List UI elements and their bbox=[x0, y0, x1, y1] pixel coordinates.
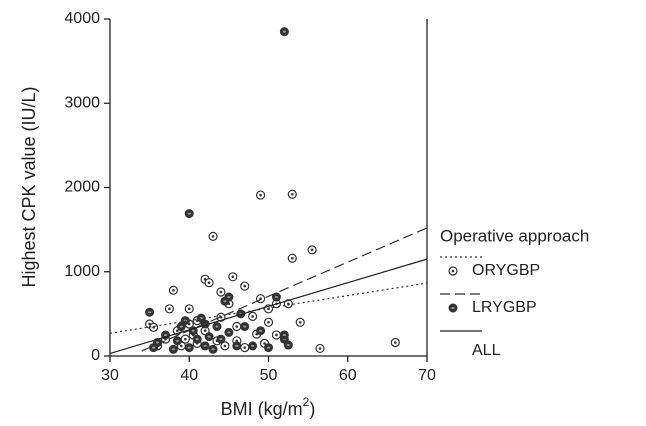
legend-label: LRYGBP bbox=[472, 299, 537, 316]
fit-line bbox=[109, 258, 428, 355]
point-dot bbox=[155, 341, 160, 344]
legend-label: ALL bbox=[472, 342, 501, 359]
point-dot bbox=[451, 307, 455, 309]
x-tick-label: 60 bbox=[339, 367, 357, 384]
point-dot bbox=[394, 341, 397, 344]
x-label-text: BMI (kg/m bbox=[221, 399, 303, 419]
point-dot bbox=[290, 256, 294, 260]
point-dot bbox=[275, 333, 278, 337]
point-dot bbox=[203, 344, 207, 347]
point-dot bbox=[163, 333, 168, 336]
point-dot bbox=[282, 333, 286, 336]
point-dot bbox=[235, 344, 239, 347]
point-dot bbox=[176, 329, 179, 333]
point-dot bbox=[148, 311, 152, 314]
x-tick-label: 40 bbox=[180, 367, 198, 384]
point-dot bbox=[207, 335, 211, 338]
point-dot bbox=[187, 307, 191, 311]
point-dot bbox=[227, 296, 231, 299]
point-dot bbox=[231, 275, 235, 279]
point-dot bbox=[267, 321, 270, 324]
x-label-sup: 2 bbox=[303, 395, 310, 409]
point-dot bbox=[187, 212, 191, 215]
point-dot bbox=[286, 344, 290, 347]
point-dot bbox=[243, 346, 247, 349]
point-dot bbox=[290, 192, 294, 196]
point-dot bbox=[179, 325, 183, 328]
point-dot bbox=[266, 346, 271, 349]
point-dot bbox=[258, 329, 263, 332]
point-dot bbox=[251, 344, 255, 347]
y-tick-label: 4000 bbox=[64, 10, 100, 27]
point-dot bbox=[274, 296, 279, 299]
point-dot bbox=[310, 248, 314, 252]
point-dot bbox=[219, 290, 223, 294]
x-label-end: ) bbox=[309, 399, 315, 419]
point-dot bbox=[187, 346, 191, 349]
point-dot bbox=[171, 348, 175, 351]
x-tick-label: 50 bbox=[260, 367, 278, 384]
point-dot bbox=[451, 269, 455, 273]
point-dot bbox=[180, 344, 183, 348]
y-tick-label: 0 bbox=[91, 347, 100, 364]
x-axis-label: BMI (kg/m2) bbox=[221, 395, 316, 419]
y-tick-label: 3000 bbox=[64, 94, 100, 111]
point-dot bbox=[152, 326, 155, 329]
point-dot bbox=[223, 344, 227, 348]
x-tick-label: 70 bbox=[418, 367, 436, 384]
point-dot bbox=[211, 348, 215, 351]
point-dot bbox=[227, 331, 231, 334]
point-dot bbox=[251, 315, 254, 318]
point-dot bbox=[195, 338, 199, 341]
point-dot bbox=[219, 338, 223, 341]
point-dot bbox=[298, 321, 302, 324]
point-dot bbox=[172, 288, 175, 292]
y-tick-label: 2000 bbox=[64, 179, 100, 196]
legend-label: ORYGBP bbox=[472, 262, 540, 279]
point-dot bbox=[191, 329, 195, 332]
point-dot bbox=[207, 281, 211, 285]
legend-title: Operative approach bbox=[440, 226, 589, 245]
point-dot bbox=[215, 325, 219, 328]
y-axis-label: Highest CPK value (IU/L) bbox=[19, 86, 39, 287]
point-dot bbox=[211, 235, 215, 238]
x-tick-label: 30 bbox=[101, 367, 119, 384]
point-dot bbox=[219, 315, 223, 319]
point-dot bbox=[183, 337, 187, 341]
point-dot bbox=[203, 329, 207, 333]
point-dot bbox=[175, 339, 179, 342]
point-dot bbox=[318, 347, 322, 350]
point-dot bbox=[151, 346, 156, 349]
point-dot bbox=[243, 284, 247, 288]
point-dot bbox=[259, 193, 262, 197]
fit-line bbox=[109, 282, 428, 334]
point-dot bbox=[235, 325, 239, 328]
y-tick-label: 1000 bbox=[64, 263, 100, 280]
point-dot bbox=[223, 300, 227, 303]
point-dot bbox=[263, 342, 266, 345]
point-dot bbox=[168, 307, 171, 311]
point-dot bbox=[243, 325, 247, 328]
point-dot bbox=[282, 30, 286, 33]
